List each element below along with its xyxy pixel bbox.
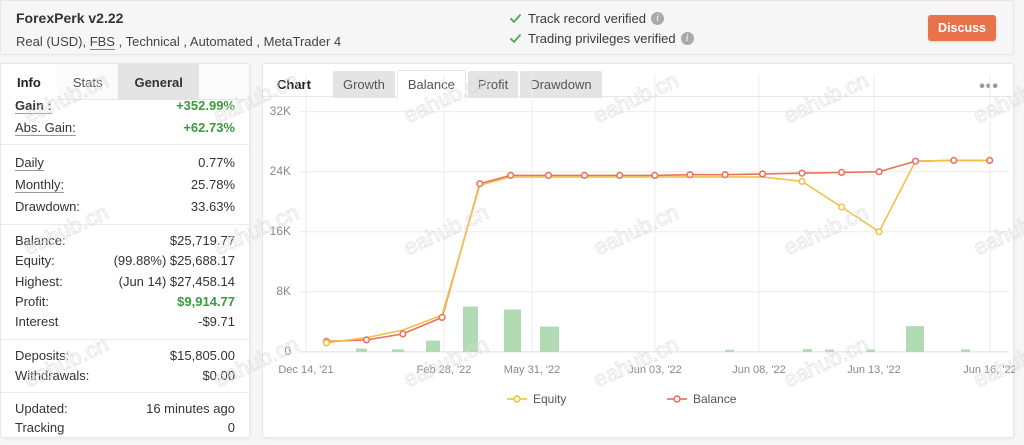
svg-text:Jun 13, '22: Jun 13, '22	[847, 364, 900, 376]
svg-text:Feb 28, '22: Feb 28, '22	[417, 364, 472, 376]
svg-text:Dec 14, '21: Dec 14, '21	[278, 364, 333, 376]
svg-text:8K: 8K	[276, 284, 291, 298]
svg-text:32K: 32K	[270, 104, 291, 118]
svg-text:Jun 16, '22: Jun 16, '22	[963, 364, 1015, 376]
svg-text:16K: 16K	[270, 224, 291, 238]
svg-text:0: 0	[284, 344, 291, 358]
svg-text:Jun 03, '22: Jun 03, '22	[628, 364, 681, 376]
svg-text:Jun 08, '22: Jun 08, '22	[732, 364, 785, 376]
svg-text:May 31, '22: May 31, '22	[504, 364, 561, 376]
svg-text:24K: 24K	[270, 164, 291, 178]
